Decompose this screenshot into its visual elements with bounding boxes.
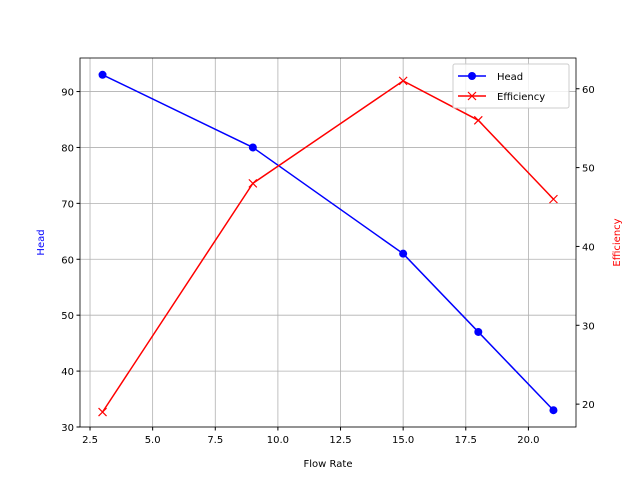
y2-tick-label: 40 xyxy=(582,242,595,253)
legend-box xyxy=(452,63,570,109)
legend-label: Efficiency xyxy=(497,92,545,103)
data-point-marker xyxy=(98,70,107,79)
y-tick-label: 70 xyxy=(61,199,74,210)
y-tick-label: 50 xyxy=(61,311,74,322)
y2-tick-label: 60 xyxy=(582,85,595,96)
x-tick-label: 5.0 xyxy=(145,435,161,446)
y-axis-label: Head xyxy=(36,229,47,255)
data-point-marker xyxy=(398,76,408,86)
data-point-marker xyxy=(248,178,258,188)
y-tick-label: 90 xyxy=(61,88,74,99)
data-point-marker xyxy=(248,143,257,152)
y2-tick-label: 50 xyxy=(582,164,595,175)
series-line-efficiency xyxy=(101,79,554,413)
data-point-marker xyxy=(98,407,107,417)
y-tick-label: 30 xyxy=(61,423,74,434)
y-tick-label: 60 xyxy=(61,255,74,266)
y2-axis-label: Efficiency xyxy=(612,218,623,266)
plot-frame xyxy=(79,57,577,428)
x-tick-label: 12.5 xyxy=(329,435,351,446)
legend-label: Head xyxy=(497,72,523,83)
x-axis-label: Flow Rate xyxy=(304,459,353,470)
y2-tick-label: 30 xyxy=(582,321,595,332)
x-tick-label: 15.0 xyxy=(392,435,414,446)
data-point-marker xyxy=(549,406,558,415)
x-tick-label: 2.5 xyxy=(82,435,98,446)
x-tick-label: 10.0 xyxy=(267,435,289,446)
legend-marker xyxy=(468,72,476,80)
legend-marker xyxy=(467,91,477,101)
y2-tick-label: 20 xyxy=(582,400,595,411)
x-tick-label: 20.0 xyxy=(517,435,539,446)
y-tick-label: 80 xyxy=(61,143,74,154)
data-point-marker xyxy=(473,115,483,125)
x-tick-label: 7.5 xyxy=(207,435,223,446)
x-tick-label: 17.5 xyxy=(455,435,477,446)
series-line-head xyxy=(102,74,554,411)
data-point-marker xyxy=(474,327,483,336)
data-point-marker xyxy=(549,194,558,204)
y-tick-label: 40 xyxy=(61,367,74,378)
data-point-marker xyxy=(399,249,408,258)
